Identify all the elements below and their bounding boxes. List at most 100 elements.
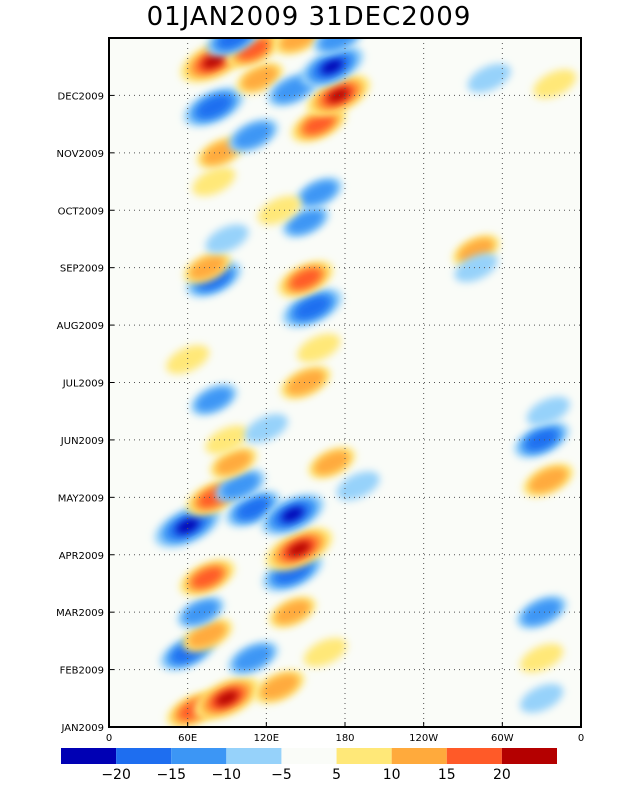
y-tick-label: JUN2009 — [60, 436, 104, 447]
anomaly-contour — [237, 498, 269, 519]
anomaly-blob — [514, 421, 570, 458]
anomaly-contour — [290, 269, 322, 290]
chart-title: 01JAN2009 31DEC2009 — [146, 2, 472, 32]
anomaly-contour — [187, 622, 227, 648]
anomaly-contour — [467, 63, 511, 93]
anomaly-contour — [273, 76, 312, 103]
colorbar-label: 10 — [383, 767, 401, 783]
x-tick-label: 180 — [335, 733, 354, 744]
anomaly-blob — [210, 447, 257, 479]
anomaly-contour — [295, 296, 329, 319]
colorbar-label: 15 — [438, 767, 456, 783]
anomaly-contour — [191, 567, 223, 588]
anomaly-blob — [192, 167, 236, 197]
anomaly-contour — [454, 253, 498, 283]
anomaly-contour — [297, 333, 341, 363]
anomaly-blob — [269, 596, 316, 628]
anomaly-contour — [215, 691, 239, 706]
y-tick-label: FEB2009 — [60, 666, 104, 677]
anomaly-contour — [533, 69, 577, 99]
anomaly-contour — [198, 269, 230, 290]
anomaly-contour — [287, 541, 311, 557]
anomaly-contour — [522, 599, 562, 626]
y-tick-label: MAR2009 — [56, 608, 104, 619]
anomaly-contour — [182, 600, 219, 625]
anomaly-contour — [233, 645, 273, 671]
anomaly-contour — [313, 450, 351, 475]
x-tick-label: 120W — [409, 733, 438, 744]
anomaly-contour — [195, 387, 233, 412]
anomaly-contour — [327, 88, 350, 103]
anomaly-blob — [166, 345, 210, 375]
anomaly-contour — [176, 518, 199, 534]
y-tick-label: DEC2009 — [58, 91, 104, 102]
anomaly-contour — [300, 180, 337, 206]
anomaly-blob — [533, 69, 577, 99]
anomaly-blob — [291, 106, 347, 143]
anomaly-contour — [321, 59, 343, 74]
anomaly-blob — [225, 38, 281, 68]
anomaly-contour — [275, 561, 310, 583]
anomaly-blob — [228, 641, 279, 675]
anomaly-contour — [205, 425, 249, 455]
anomaly-blob — [297, 333, 341, 363]
anomaly-contour — [303, 637, 347, 667]
anomaly-blob — [274, 38, 325, 55]
anomaly-blob — [254, 670, 305, 704]
y-tick-label: JAN2009 — [60, 723, 104, 734]
anomaly-contour — [274, 600, 311, 625]
anomaly-blob — [303, 637, 347, 667]
colorbar-swatch — [116, 748, 172, 764]
anomaly-contour — [166, 345, 210, 375]
anomaly-blob — [205, 425, 249, 455]
anomaly-contour — [202, 53, 226, 69]
anomaly-blob — [454, 253, 498, 283]
anomaly-contour — [260, 673, 299, 700]
anomaly-blob — [280, 366, 331, 399]
anomaly-blob — [282, 288, 343, 328]
colorbar-swatch — [446, 748, 502, 764]
colorbar-label: 5 — [332, 767, 341, 783]
y-tick-label: APR2009 — [59, 551, 104, 562]
anomaly-blob — [313, 38, 364, 55]
anomaly-contour — [192, 167, 236, 197]
anomaly-contour — [286, 369, 326, 396]
x-axis: 0 60E 120E 180 120W 60W 0 — [106, 722, 584, 744]
anomaly-contour — [281, 507, 304, 522]
anomaly-blob — [306, 75, 370, 116]
y-tick-label: NOV2009 — [57, 149, 104, 160]
anomaly-blob — [183, 87, 244, 127]
x-tick-label: 120E — [254, 733, 279, 744]
anomaly-contour — [189, 255, 226, 280]
colorbar-swatch — [501, 748, 557, 764]
colorbar-label: −10 — [212, 767, 242, 783]
anomaly-blob — [190, 384, 238, 416]
anomaly-blob — [516, 595, 567, 629]
anomaly-blob — [520, 683, 564, 713]
anomaly-contour — [520, 643, 564, 673]
colorbar-label: −5 — [271, 767, 292, 783]
y-axis: JAN2009 FEB2009 MAR2009 APR2009 MAY2009 JUN20… — [56, 91, 114, 734]
colorbar-swatch — [171, 748, 227, 764]
y-tick-label: AUG2009 — [57, 321, 104, 332]
anomaly-blob — [205, 224, 249, 254]
y-tick-label: MAY2009 — [58, 493, 104, 504]
y-tick-label: SEP2009 — [60, 264, 104, 275]
anomaly-contour — [303, 114, 335, 135]
anomaly-contour — [220, 473, 260, 499]
anomaly-blob — [154, 504, 221, 548]
anomaly-contour — [241, 66, 278, 91]
x-tick-label: 0 — [578, 733, 584, 744]
anomaly-contour — [287, 209, 324, 234]
anomaly-contour — [237, 39, 269, 60]
anomaly-blob — [295, 177, 343, 209]
anomaly-blob — [186, 261, 242, 298]
anomaly-blob — [215, 469, 266, 503]
anomaly-contour — [205, 224, 249, 254]
colorbar-swatch — [391, 748, 447, 764]
colorbar-swatch — [336, 748, 392, 764]
anomaly-contour — [233, 122, 273, 149]
colorbar: −20 −15 −10 −5 5 10 15 20 — [61, 748, 557, 783]
y-tick-label: JUL2009 — [62, 379, 104, 390]
colorbar-swatch — [226, 748, 282, 764]
